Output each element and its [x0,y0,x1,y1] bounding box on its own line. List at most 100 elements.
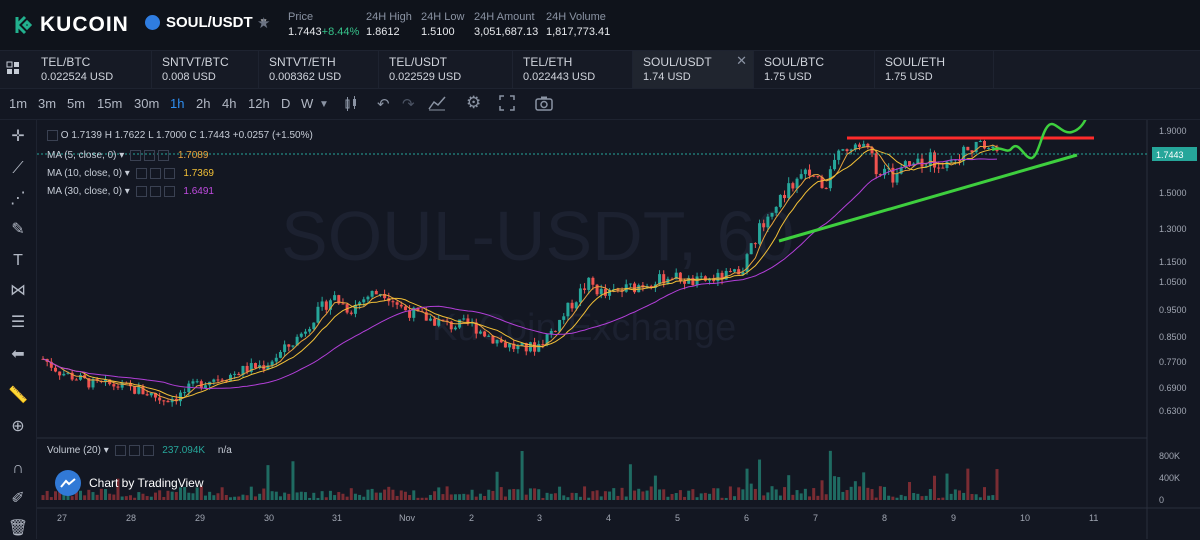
timeframe-15m[interactable]: 15m [97,96,123,111]
settings-icon[interactable] [144,150,156,161]
kucoin-logo[interactable]: KUCOIN [12,13,129,37]
timeframe-d[interactable]: D [281,96,291,111]
stat-value: 1.5100 [421,26,455,38]
ma30-label[interactable]: MA (30, close, 0) [47,186,123,198]
brush-icon[interactable]: ✎ [11,221,25,238]
remove-icon[interactable] [163,186,175,197]
y-tick-label: 0.6900 [1159,383,1187,393]
price-chart[interactable]: SOUL-USDT, 60 KuCoin Exchange 1.90001.70… [37,120,1200,539]
volume-bar [162,497,166,500]
remove-icon[interactable] [158,150,170,161]
ma10-label[interactable]: MA (10, close, 0) [47,168,123,180]
zoom-in-icon[interactable]: ⊕ [11,418,25,435]
camera-icon[interactable] [535,95,553,111]
volume-bar [262,488,266,500]
timeframe-4h[interactable]: 4h [222,96,237,111]
tradingview-badge[interactable]: Chart by TradingView [55,470,204,496]
lock-icon[interactable]: ✐ [11,490,25,507]
projection-squiggle[interactable] [991,120,1127,160]
timeframe-w[interactable]: W [301,96,314,111]
candle-body [774,206,778,213]
volume-bar [658,489,662,500]
candle-body [883,168,887,176]
pair-selector[interactable]: SOUL/USDT ▼ [145,14,269,31]
favorite-star-icon[interactable]: ★ [257,15,271,32]
pattern-icon[interactable]: ⋈ [10,282,26,299]
volume-bar [974,494,978,500]
timeframe-2h[interactable]: 2h [196,96,211,111]
collapse-icon[interactable] [47,130,58,141]
settings-icon[interactable] [149,186,161,197]
candle-body [812,175,816,177]
candle-body [724,270,728,280]
candle-body [487,335,491,337]
candle-body [733,269,737,272]
fullscreen-icon[interactable] [499,95,515,111]
trend-line-icon[interactable]: ⟋ [12,160,24,177]
settings-icon[interactable] [149,168,161,179]
fib-icon[interactable]: ⋰ [10,190,26,207]
candle-body [899,167,903,174]
text-tool-icon[interactable]: T [13,252,23,269]
tab-sntvt-btc[interactable]: SNTVT/BTC 0.008 USD [152,51,259,88]
close-icon[interactable]: ✕ [736,53,747,68]
timeframe-1m[interactable]: 1m [9,96,28,111]
volume-bar [541,497,545,500]
remove-icon[interactable] [142,445,154,456]
ruler-icon[interactable]: 📏 [8,387,28,404]
trash-icon[interactable]: 🗑 [7,520,29,537]
eye-icon[interactable] [130,150,142,161]
chevron-down-icon[interactable]: ▼ [319,99,329,110]
candle-body [741,271,745,275]
settings-icon[interactable] [128,445,140,456]
magnet-icon[interactable]: ∩ [12,460,24,477]
chart-area[interactable]: SOUL-USDT, 60 KuCoin Exchange 1.90001.70… [37,120,1200,539]
tab-tel-eth[interactable]: TEL/ETH 0.022443 USD [513,51,633,88]
gear-icon[interactable]: ⚙ [466,93,482,112]
volume-bar [103,489,107,500]
timeframe-5m[interactable]: 5m [67,96,86,111]
volume-bar [395,495,399,500]
tab-soul-usdt[interactable]: SOUL/USDT 1.74 USD ✕ [633,51,754,88]
candles-icon[interactable] [344,95,358,113]
eye-icon[interactable] [135,186,147,197]
undo-icon[interactable]: ↶ [377,96,390,113]
tab-sntvt-eth[interactable]: SNTVT/ETH 0.008362 USD [259,51,379,88]
eye-icon[interactable] [114,445,126,456]
prediction-icon[interactable]: ☰ [10,314,26,331]
tab-tel-usdt[interactable]: TEL/USDT 0.022529 USD [379,51,513,88]
tab-pair: SOUL/USDT [643,55,712,69]
volume-bar [920,496,924,500]
layout-icon[interactable] [6,61,20,75]
timeframe-3m[interactable]: 3m [38,96,57,111]
indicators-icon[interactable] [428,95,446,111]
tab-soul-btc[interactable]: SOUL/BTC 1.75 USD [754,51,875,88]
volume-value: 237.094K [162,445,206,457]
eye-icon[interactable] [135,168,147,179]
candle-body [699,276,703,278]
ma30-value: 1.6491 [183,186,214,198]
timeframe-30m[interactable]: 30m [134,96,160,111]
tab-tel-btc[interactable]: TEL/BTC 0.022524 USD [31,51,152,88]
tab-soul-eth[interactable]: SOUL/ETH 1.75 USD [875,51,994,88]
candle-body [516,345,520,350]
back-arrow-icon[interactable]: ⬅ [11,346,25,363]
tradingview-logo-icon [55,470,81,496]
candle-body [978,141,982,143]
candle-body [333,295,337,301]
ma5-label[interactable]: MA (5, close, 0) [47,150,117,162]
candle-body [74,379,78,381]
tab-pair: SOUL/ETH [885,55,946,69]
timeframe-1h[interactable]: 1h [170,96,185,111]
volume-label[interactable]: Volume (20) [47,445,101,457]
remove-icon[interactable] [163,168,175,179]
volume-bar [608,491,612,500]
redo-icon[interactable]: ↷ [402,96,415,113]
crosshair-icon[interactable]: ✛ [11,128,25,145]
volume-bar [612,488,616,500]
x-tick-label: 4 [606,513,611,523]
candle-body [91,379,95,388]
support-trendline[interactable] [778,153,1078,243]
timeframe-12h[interactable]: 12h [248,96,270,111]
volume-bar [887,495,891,500]
